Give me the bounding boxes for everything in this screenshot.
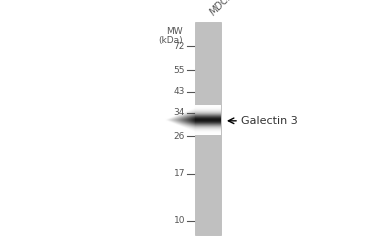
Bar [195,22,221,235]
Text: 10: 10 [174,216,185,225]
Text: 26: 26 [174,132,185,141]
Text: Galectin 3: Galectin 3 [241,116,298,126]
Text: 55: 55 [174,66,185,75]
Text: MW: MW [166,27,183,36]
Text: MDCK: MDCK [208,0,236,17]
Text: 34: 34 [174,108,185,117]
Text: 72: 72 [174,42,185,51]
Text: 43: 43 [174,88,185,96]
Text: 17: 17 [174,169,185,178]
Text: (kDa): (kDa) [158,36,183,45]
